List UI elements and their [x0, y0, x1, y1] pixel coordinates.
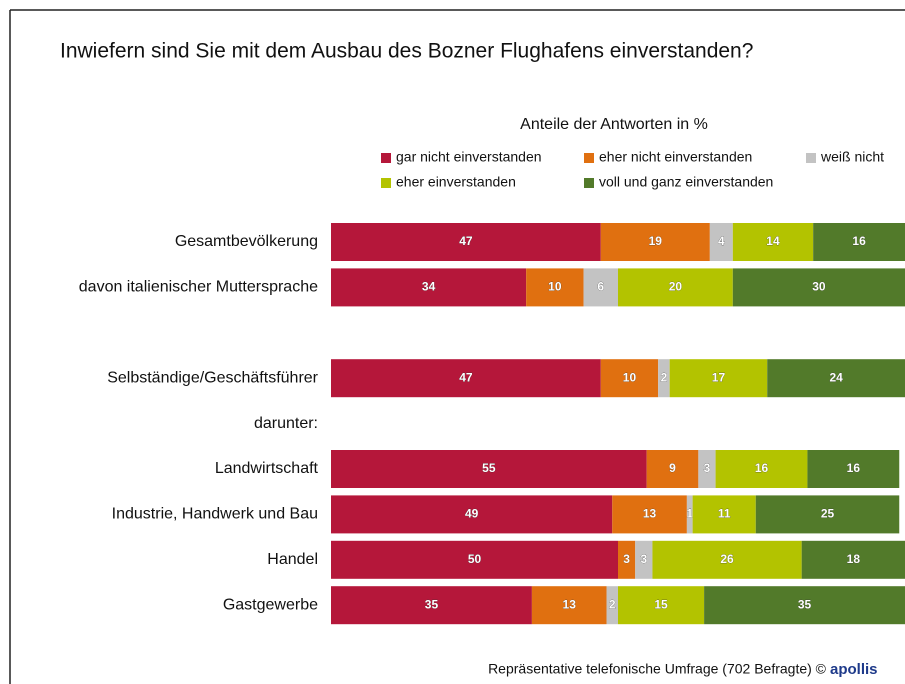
data-label: 10 [548, 280, 562, 294]
y-tick-label: Gesamtbevölkerung [175, 233, 318, 250]
bar-segment [526, 268, 584, 307]
data-label: 4 [718, 234, 725, 248]
bar-segment [583, 268, 618, 307]
chart-subtitle: Anteile der Antworten in % [520, 116, 708, 133]
data-label: 19 [649, 234, 663, 248]
y-tick-label: Landwirtschaft [215, 460, 319, 477]
bar-segment [600, 359, 659, 398]
bar-segment [618, 586, 705, 625]
legend-swatch [806, 153, 816, 163]
bar-segment [813, 223, 905, 261]
bar-segment [704, 586, 905, 625]
data-label: 9 [669, 461, 676, 475]
legend-label: gar nicht einverstanden [396, 149, 542, 165]
legend-label: voll und ganz einverstanden [599, 174, 773, 190]
data-label: 17 [712, 370, 726, 384]
bar-segment [600, 223, 710, 261]
data-label: 1 [686, 507, 693, 521]
bar-segment [331, 268, 527, 307]
data-label: 24 [829, 370, 843, 384]
data-label: 2 [609, 597, 616, 611]
data-label: 16 [852, 234, 866, 248]
chart-title: Inwiefern sind Sie mit dem Ausbau des Bo… [60, 40, 753, 63]
data-label: 3 [623, 552, 630, 566]
y-tick-label: davon italienischer Muttersprache [79, 279, 318, 296]
data-label: 10 [623, 370, 637, 384]
legend-swatch [584, 178, 594, 188]
data-label: 16 [847, 461, 861, 475]
bar-segment [331, 223, 601, 261]
bar-segment [612, 495, 687, 534]
y-tick-label: Selbständige/Geschäftsführer [107, 369, 318, 386]
data-label: 50 [468, 552, 482, 566]
bar-segment [331, 495, 613, 534]
y-tick-label: darunter: [254, 415, 318, 432]
bar-segment [807, 450, 900, 488]
y-tick-label: Gastgewerbe [223, 596, 318, 613]
bar-segment [755, 495, 900, 534]
data-label: 20 [669, 280, 683, 294]
data-label: 30 [812, 280, 826, 294]
bar-segment [606, 586, 618, 625]
data-label: 3 [640, 552, 647, 566]
bar-segment [732, 268, 905, 307]
data-label: 34 [422, 280, 436, 294]
bar-segment [618, 540, 636, 579]
bar-segment [732, 223, 814, 261]
bar-segment [646, 450, 699, 488]
bar-segment [652, 540, 802, 579]
data-label: 14 [766, 234, 780, 248]
data-label: 13 [643, 507, 657, 521]
bar-segment [618, 268, 733, 307]
data-label: 55 [482, 461, 496, 475]
bar-segment [658, 359, 670, 398]
legend-label: eher einverstanden [396, 174, 516, 190]
data-label: 15 [654, 597, 668, 611]
data-label: 16 [755, 461, 769, 475]
data-label: 35 [425, 597, 439, 611]
y-tick-label: Handel [267, 551, 318, 568]
data-label: 49 [465, 507, 479, 521]
bar-segment [692, 495, 756, 534]
data-label: 26 [720, 552, 734, 566]
bar-segment [331, 450, 647, 488]
legend-swatch [381, 153, 391, 163]
data-label: 3 [704, 461, 711, 475]
data-label: 6 [597, 280, 604, 294]
data-label: 47 [459, 370, 473, 384]
bar-segment [669, 359, 768, 398]
data-label: 13 [563, 597, 577, 611]
footer: Repräsentative telefonische Umfrage (702… [488, 661, 827, 677]
legend-swatch [381, 178, 391, 188]
legend-swatch [584, 153, 594, 163]
bar-segment [767, 359, 905, 398]
y-tick-label: Industrie, Handwerk und Bau [112, 506, 318, 523]
data-label: 18 [847, 552, 861, 566]
bar-segment [331, 586, 532, 625]
legend-label: weiß nicht [820, 149, 884, 165]
bar-segment [709, 223, 733, 261]
bar-segment [715, 450, 808, 488]
bar-segment [635, 540, 653, 579]
bar-segment [801, 540, 905, 579]
data-label: 25 [821, 507, 835, 521]
logo: apollis [830, 661, 878, 678]
data-label: 47 [459, 234, 473, 248]
bar-segment [686, 495, 693, 534]
bar-segment [531, 586, 607, 625]
data-label: 11 [718, 507, 731, 521]
data-label: 35 [798, 597, 812, 611]
bar-segment [331, 359, 601, 398]
data-label: 2 [661, 370, 668, 384]
legend-label: eher nicht einverstanden [599, 149, 752, 165]
bar-segment [698, 450, 716, 488]
bar-segment [331, 540, 618, 579]
